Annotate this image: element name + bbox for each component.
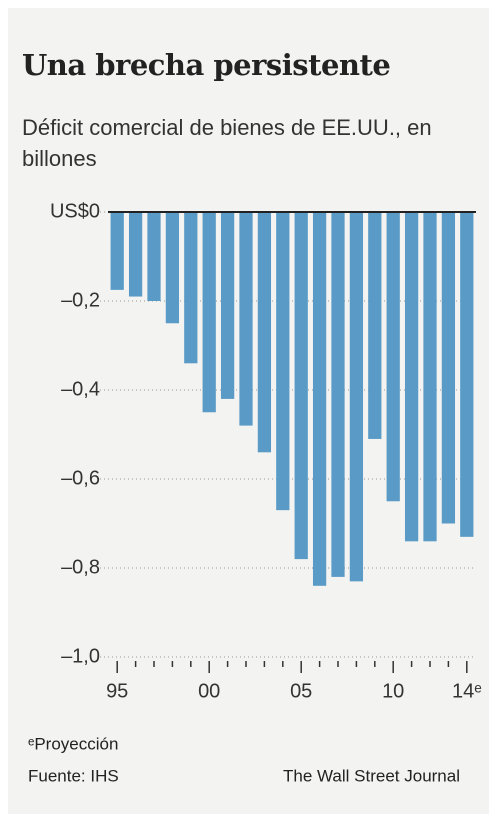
- bar: [184, 212, 198, 364]
- x-tick-label: 00: [198, 680, 220, 702]
- chart-title: Una brecha persistente: [22, 48, 391, 82]
- bar: [110, 212, 124, 290]
- bar: [276, 212, 290, 511]
- bar: [349, 212, 364, 582]
- y-tick-label: –1,0: [61, 645, 100, 667]
- x-tick-label: 05: [290, 680, 312, 702]
- bar: [239, 212, 253, 426]
- bar: [220, 212, 235, 399]
- x-tick-label: 10: [382, 680, 404, 702]
- bar: [202, 212, 216, 413]
- bar: [441, 212, 456, 524]
- chart-subtitle: Déficit comercial de bienes de EE.UU., e…: [22, 115, 432, 171]
- bar: [165, 212, 180, 324]
- y-tick-label: –0,2: [61, 289, 100, 311]
- bar: [386, 212, 400, 502]
- bar: [147, 212, 161, 301]
- y-tick-label: –0,8: [61, 556, 100, 578]
- x-tick-label: 14ᵉ: [452, 680, 482, 702]
- bar: [404, 212, 419, 542]
- bar: [294, 212, 308, 560]
- x-tick-label: 95: [106, 680, 128, 702]
- bar: [257, 212, 272, 453]
- bar: [460, 212, 474, 537]
- bar: [423, 212, 437, 542]
- credit: The Wall Street Journal: [283, 766, 460, 785]
- bar: [128, 212, 143, 297]
- bar: [368, 212, 382, 439]
- bar: [331, 212, 345, 577]
- y-tick-label: US$0: [50, 200, 100, 222]
- source: Fuente: IHS: [28, 766, 119, 785]
- bar: [312, 212, 327, 586]
- y-tick-label: –0,4: [61, 378, 100, 400]
- note: ᵉProyección: [28, 734, 118, 753]
- y-tick-label: –0,6: [61, 467, 100, 489]
